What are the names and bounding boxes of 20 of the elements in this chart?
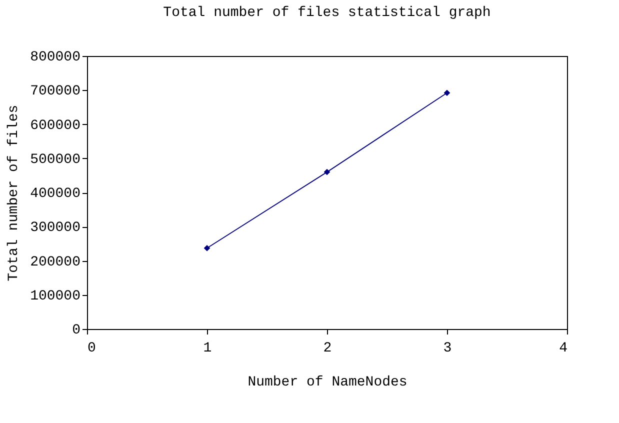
- chart-title: Total number of files statistical graph: [163, 5, 491, 21]
- x-tick-label: 3: [443, 340, 452, 356]
- point: [204, 244, 210, 252]
- y-tick-label: 700000: [30, 84, 80, 100]
- x-tick-label: 0: [88, 340, 96, 356]
- y-tick-label: 100000: [30, 288, 80, 304]
- y-tick-label: 600000: [30, 118, 80, 134]
- x-tick-label: 1: [203, 340, 212, 356]
- y-tick-label: 300000: [30, 220, 80, 236]
- y-axis-title: Total number of files: [6, 104, 22, 282]
- y-tick-label: 800000: [30, 50, 80, 66]
- y-tick-label: 500000: [30, 152, 80, 168]
- x-tick-label: 4: [559, 340, 568, 356]
- point: [324, 168, 330, 176]
- point: [444, 90, 450, 96]
- y-tick-label: 400000: [30, 186, 80, 202]
- y-tick-label: 0: [72, 322, 80, 338]
- x-axis-title: Number of NameNodes: [248, 374, 408, 390]
- y-tick-label: 200000: [30, 254, 80, 270]
- x-tick-label: 2: [323, 340, 332, 356]
